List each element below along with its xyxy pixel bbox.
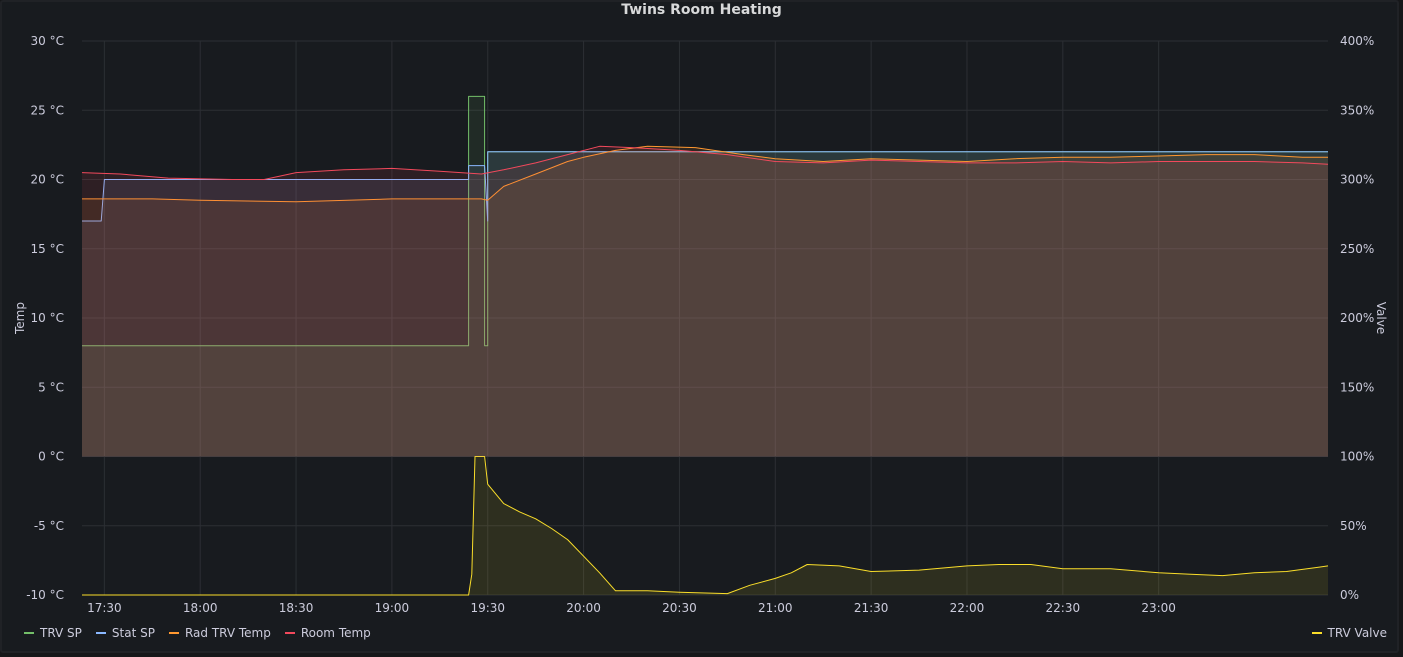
x-tick-label: 20:30 [662,601,697,615]
y-left-tick-label: -5 °C [34,519,64,533]
y-left-tick-label: 10 °C [31,311,64,325]
x-tick-label: 22:00 [950,601,985,615]
legend-label: Room Temp [300,626,371,640]
legend-item-trv-sp[interactable]: TRV SP [24,626,82,640]
y-left-tick-label: 25 °C [31,103,64,117]
y-right-tick-label: 0% [1340,588,1359,602]
y-right-tick-label: 50% [1340,519,1367,533]
y-right-tick-label: 300% [1340,173,1374,187]
legend-swatch [168,632,179,634]
x-tick-label: 22:30 [1046,601,1081,615]
legend-label: Stat SP [111,626,155,640]
x-tick-label: 23:00 [1141,601,1176,615]
legend-swatch [1311,632,1322,634]
y-right-tick-label: 250% [1340,242,1374,256]
y-left-tick-label: 20 °C [31,173,64,187]
x-tick-label: 20:00 [566,601,601,615]
legend-item-stat-sp[interactable]: Stat SP [95,626,155,640]
legend-label: TRV SP [40,626,82,640]
y-right-tick-label: 350% [1340,103,1374,117]
x-tick-label: 18:30 [279,601,314,615]
x-tick-label: 17:30 [87,601,122,615]
legend-label: TRV Valve [1327,626,1387,640]
stat-sp-area [82,151,1328,457]
y-left-tick-label: 15 °C [31,242,64,256]
y-right-tick-label: 400% [1340,34,1374,48]
y-left-tick-label: 0 °C [38,450,64,464]
y-left-tick-label: 5 °C [38,380,64,394]
y-right-tick-label: 200% [1340,311,1374,325]
room-temp-line [81,145,1329,180]
legend-left: TRV SP Stat SP Rad TRV Temp Room Temp [24,626,371,640]
trv-sp-area [82,96,1328,457]
y-right-tick-label: 100% [1340,450,1374,464]
trv-valve-area [82,456,1328,595]
rad-trv-temp-area [82,146,1328,457]
legend-swatch [24,632,34,634]
y-right-tick-label: 150% [1340,380,1374,394]
legend-right: TRV Valve [1311,626,1387,640]
chart-title: Twins Room Heating [621,2,782,18]
legend-item-trv-valve[interactable]: TRV Valve [1311,626,1387,640]
x-tick-label: 19:30 [470,601,505,615]
x-tick-label: 21:30 [854,601,889,615]
y-left-tick-label: -10 °C [26,588,64,602]
x-tick-label: 21:00 [758,601,793,615]
y-left-tick-label: 30 °C [31,34,64,48]
x-tick-label: 19:00 [375,601,410,615]
legend-label: Rad TRV Temp [184,626,271,640]
trv-valve-line [82,456,1329,596]
y-left-axis-label: Temp [13,302,27,335]
y-right-axis-label: Valve [1374,302,1388,334]
legend-swatch [284,632,295,634]
x-tick-label: 18:00 [183,601,218,615]
stat-sp-line [82,151,1328,222]
room-temp-area [82,146,1328,457]
rad-trv-temp-line [82,145,1328,203]
legend-swatch [95,632,106,634]
legend-item-rad-trv-temp[interactable]: Rad TRV Temp [168,626,271,640]
legend-item-room-temp[interactable]: Room Temp [284,626,371,640]
